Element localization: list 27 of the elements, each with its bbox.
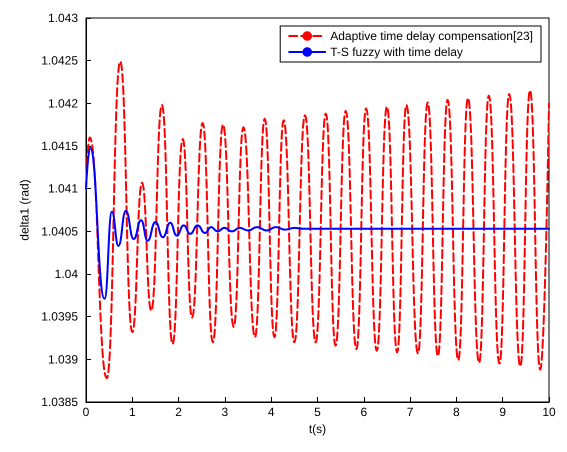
x-axis-title: t(s) bbox=[308, 422, 326, 436]
x-tick-label: 3 bbox=[222, 405, 229, 419]
y-tick-label: 1.0405 bbox=[41, 224, 78, 238]
legend-label: T-S fuzzy with time delay bbox=[330, 45, 463, 59]
y-tick-label: 1.039 bbox=[48, 352, 78, 366]
x-tick-label: 5 bbox=[314, 405, 322, 419]
x-tick-label: 8 bbox=[453, 405, 460, 419]
y-tick-label: 1.043 bbox=[48, 11, 78, 25]
x-tick-label: 4 bbox=[268, 405, 275, 419]
y-tick-label: 1.0425 bbox=[41, 54, 78, 68]
y-tick-label: 1.04 bbox=[54, 267, 78, 281]
y-tick-label: 1.0395 bbox=[41, 310, 78, 324]
x-tick-label: 6 bbox=[360, 405, 368, 419]
x-tick-label: 10 bbox=[542, 405, 556, 419]
x-tick-label: 0 bbox=[82, 405, 90, 419]
legend-label: Adaptive time delay compensation[23] bbox=[330, 29, 534, 43]
y-tick-label: 1.041 bbox=[48, 182, 78, 196]
x-tick-label: 2 bbox=[175, 405, 182, 419]
x-tick-label: 9 bbox=[499, 405, 506, 419]
y-tick-label: 1.042 bbox=[48, 96, 78, 110]
x-tick-label: 7 bbox=[406, 405, 414, 419]
y-axis-title: delta1 (rad) bbox=[17, 179, 32, 241]
line-series bbox=[85, 146, 550, 300]
line-series bbox=[85, 60, 550, 380]
x-tick-label: 1 bbox=[128, 405, 136, 419]
y-tick-label: 1.0385 bbox=[41, 395, 78, 409]
y-tick-label: 1.0415 bbox=[41, 139, 78, 153]
